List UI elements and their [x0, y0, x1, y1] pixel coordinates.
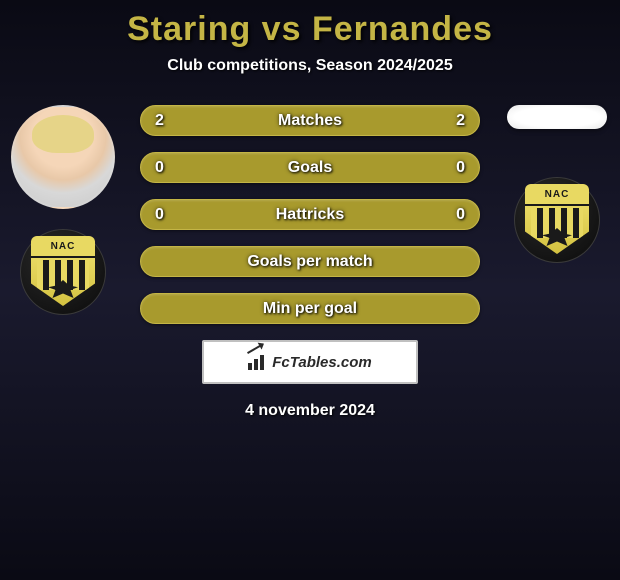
- stat-left-value: 0: [155, 206, 164, 224]
- stat-left-value: 0: [155, 159, 164, 177]
- page-title: Staring vs Fernandes: [127, 10, 493, 49]
- club-code-label: NAC: [525, 184, 589, 204]
- left-player-photo: [11, 105, 115, 209]
- left-club-badge: NAC: [20, 229, 106, 315]
- left-player-column: NAC: [8, 105, 118, 315]
- brand-label: FcTables.com: [272, 354, 371, 371]
- stats-area: NAC NAC: [0, 105, 620, 324]
- stat-right-value: 0: [456, 206, 465, 224]
- right-player-column: NAC: [502, 105, 612, 263]
- stat-label: Goals: [288, 159, 332, 177]
- right-player-photo-placeholder: [507, 105, 607, 129]
- stat-bar-min-per-goal: Min per goal: [140, 293, 480, 324]
- page-subtitle: Club competitions, Season 2024/2025: [167, 57, 452, 75]
- shield-icon: NAC: [31, 236, 95, 308]
- stat-right-value: 0: [456, 159, 465, 177]
- stat-label: Goals per match: [247, 253, 372, 271]
- stat-label: Hattricks: [276, 206, 344, 224]
- stat-bar-goals: 0 Goals 0: [140, 152, 480, 183]
- stat-left-value: 2: [155, 112, 164, 130]
- brand-box: FcTables.com: [202, 340, 418, 384]
- stat-bar-matches: 2 Matches 2: [140, 105, 480, 136]
- club-code-label: NAC: [31, 236, 95, 256]
- date-label: 4 november 2024: [245, 402, 375, 420]
- comparison-card: Staring vs Fernandes Club competitions, …: [0, 0, 620, 420]
- shield-icon: NAC: [525, 184, 589, 256]
- stat-label: Matches: [278, 112, 342, 130]
- chart-icon: [248, 354, 268, 370]
- stat-label: Min per goal: [263, 300, 357, 318]
- stat-right-value: 2: [456, 112, 465, 130]
- stat-bar-hattricks: 0 Hattricks 0: [140, 199, 480, 230]
- right-club-badge: NAC: [514, 177, 600, 263]
- stat-bar-goals-per-match: Goals per match: [140, 246, 480, 277]
- stat-bars: 2 Matches 2 0 Goals 0 0 Hattricks 0 Goal…: [140, 105, 480, 324]
